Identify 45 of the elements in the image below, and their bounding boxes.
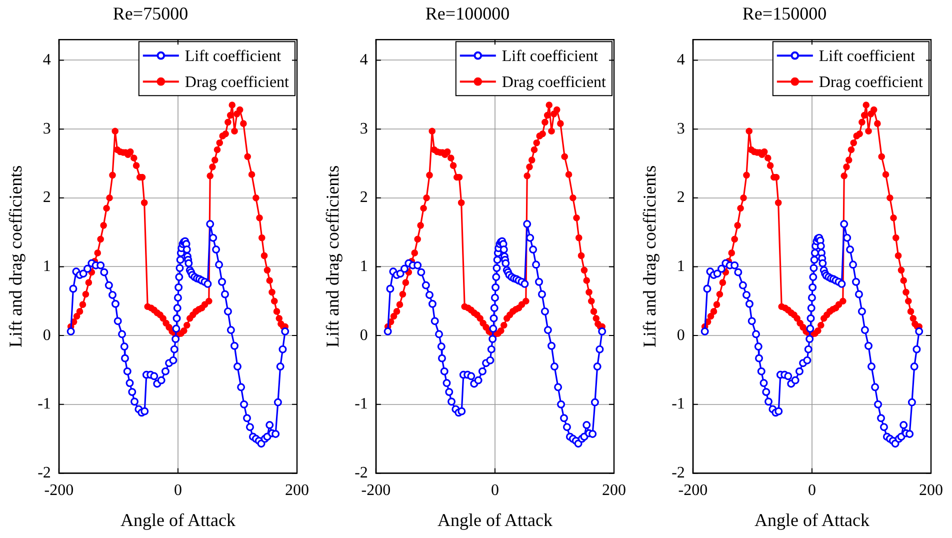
y-tick-label: 4 [360, 51, 368, 68]
y-tick-label: 3 [42, 120, 51, 138]
x-tick-label: -200 [44, 482, 74, 500]
y-tick-label: -1 [354, 396, 368, 413]
y-axis-title: Lift and drag coefficients [6, 165, 26, 348]
x-axis-title: Angle of Attack [120, 510, 236, 530]
y-tick-label: -2 [38, 464, 51, 482]
x-axis-title: Angle of Attack [437, 510, 552, 530]
x-tick-label: -200 [678, 482, 708, 500]
x-tick-label: 200 [919, 482, 943, 500]
legend-label: Drag coefficient [818, 74, 924, 91]
legend-label: Lift coefficient [502, 48, 599, 65]
chart-title: Re=100000 [425, 4, 510, 24]
y-tick-label: 4 [42, 51, 51, 68]
x-tick-label: 0 [490, 482, 499, 500]
x-tick-label: 200 [285, 482, 309, 500]
y-tick-label: 0 [676, 326, 685, 344]
x-tick-label: -200 [361, 482, 391, 500]
y-tick-label: 1 [360, 258, 368, 275]
y-tick-label: 2 [360, 189, 368, 206]
y-axis-title: Lift and drag coefficients [322, 165, 343, 348]
y-tick-label: 1 [676, 258, 685, 275]
chart-title: Re=75000 [112, 4, 188, 24]
x-axis-title: Angle of Attack [754, 510, 870, 530]
y-tick-label: 2 [42, 189, 51, 206]
legend-label: Lift coefficient [184, 48, 282, 65]
y-tick-label: 3 [360, 120, 368, 138]
legend-label: Drag coefficient [184, 74, 290, 91]
chart-title: Re=150000 [742, 4, 827, 24]
x-tick-label: 0 [808, 482, 816, 500]
y-tick-label: -2 [354, 464, 368, 482]
y-tick-label: 1 [42, 258, 51, 275]
y-tick-label: -2 [672, 464, 685, 482]
legend-label: Lift coefficient [818, 48, 916, 65]
legend-label: Drag coefficient [502, 74, 607, 91]
x-tick-label: 0 [174, 482, 182, 500]
y-tick-label: 2 [676, 189, 685, 206]
y-tick-label: 3 [676, 120, 685, 138]
y-axis-title: Lift and drag coefficients [640, 165, 660, 348]
y-tick-label: -1 [672, 396, 685, 413]
y-tick-label: 0 [360, 326, 368, 344]
y-tick-label: -1 [38, 396, 51, 413]
x-tick-label: 200 [602, 482, 626, 500]
y-tick-label: 4 [676, 51, 685, 68]
y-tick-label: 0 [42, 326, 51, 344]
